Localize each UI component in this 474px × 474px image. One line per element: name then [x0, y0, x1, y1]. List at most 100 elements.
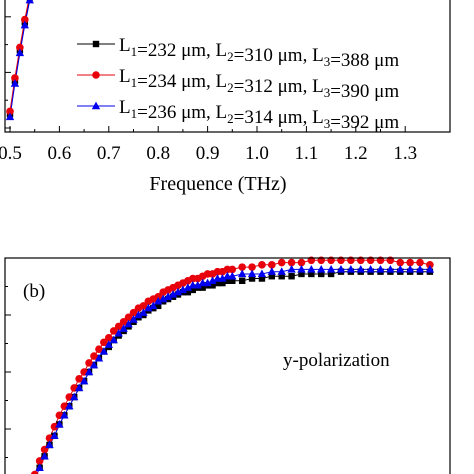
panel-b-series-3-point: [317, 265, 326, 273]
x-tick-label: 1.1: [295, 143, 319, 164]
panel-b-series-3-point: [50, 431, 59, 440]
panel-b-series-3-point: [70, 392, 79, 401]
panel-b-series-3-point: [154, 296, 163, 305]
panel-b-series-3-point: [149, 301, 158, 310]
panel-b-series-2-point: [50, 422, 59, 431]
panel-b-series-2-point: [238, 263, 246, 271]
x-tick-label: 0.5: [0, 143, 22, 164]
panel-b-series-2-point: [258, 261, 266, 269]
x-tick-label: 0.6: [48, 143, 72, 164]
panel-b-series-1-point: [278, 273, 285, 280]
panel-b-series-1-point: [199, 284, 206, 291]
panel-b-series-2-point: [139, 302, 148, 310]
panel-b-series-3-point: [336, 265, 346, 273]
panel-b-series-1-point: [209, 282, 216, 289]
panel-b-series-1-point: [308, 270, 315, 278]
panel-b-series-3-point: [35, 463, 44, 471]
panel-b-series-3-point: [405, 265, 415, 273]
panel-b-series-2-point: [297, 258, 306, 267]
legend-series-1-marker: [92, 40, 100, 48]
panel-b-series-3-point: [109, 335, 118, 344]
panel-b-series-3-point: [89, 360, 99, 369]
x-axis-label: Frequence (THz): [149, 173, 286, 195]
panel-b-series-1-point: [248, 275, 256, 282]
panel-b-series-2-point: [90, 352, 98, 360]
panel-b-series-1-point: [318, 270, 325, 278]
panel-b-series-2-point: [154, 292, 162, 301]
panel-b-series-3-point: [208, 276, 217, 284]
x-tick-label: 1.0: [245, 143, 269, 164]
panel-b-series-3-point: [45, 440, 54, 449]
panel-b-series-3-point: [257, 269, 267, 278]
panel-b-series-1-point: [268, 273, 276, 280]
panel-b-series-1-point: [214, 279, 221, 287]
panel-a-series-2-line: [9, 0, 30, 112]
panel-b-series-3-point: [124, 319, 133, 328]
panel-b-series-3-point: [55, 420, 64, 428]
panel-b-series-3-point: [168, 290, 178, 298]
panel-b-series-1-point: [219, 279, 226, 287]
panel-b-series-2-point: [287, 258, 296, 267]
panel-b-series-2-point: [124, 313, 133, 322]
panel-b-series-3-point: [60, 410, 69, 419]
panel-b-series-3-point: [104, 340, 113, 348]
panel-b-series-2-point: [268, 261, 276, 269]
panel-b-series-3-point: [376, 265, 385, 273]
panel-a-series-3-point: [15, 48, 25, 57]
panel-b-series-3-point: [193, 280, 202, 289]
panel-b-series-2-point: [45, 434, 54, 442]
x-tick-label: 0.9: [196, 143, 220, 164]
panel-a-series-2-point: [6, 107, 14, 116]
panel-b-series-3-point: [74, 383, 84, 392]
panel-a-series-2-point: [16, 43, 24, 52]
panel-b-series-2-point: [416, 258, 424, 267]
x-tick-label: 0.7: [97, 143, 121, 164]
panel-b-series-3-point: [346, 265, 356, 273]
panel-b-series-2-point: [105, 334, 113, 342]
panel-b-series-2-point: [406, 258, 414, 267]
panel-b-series-3-point: [218, 274, 227, 282]
panel-b-series-3-point: [119, 324, 128, 332]
panel-b-series-1-point: [229, 277, 236, 284]
panel-b-series-1-point: [189, 286, 196, 294]
panel-b-series-3-point: [183, 283, 193, 291]
panel-b-series-3-point: [178, 285, 188, 294]
legend-series-2-marker: [92, 71, 100, 79]
panel-a-series-3-point: [10, 79, 20, 87]
panel-b-series-2-point: [109, 327, 118, 335]
panel-b-series-3-point: [94, 353, 104, 362]
panel-b-series-3-point: [114, 328, 123, 337]
panel-b-series-3-point: [139, 308, 148, 316]
panel-b-series-3-point: [228, 271, 237, 280]
panel-b-series-2-point: [114, 322, 123, 331]
panel-b-series-3-point: [297, 265, 306, 273]
panel-b-series-3-point: [79, 376, 89, 385]
panel-b-series-2-point: [95, 345, 103, 354]
panel-b-series-3-point: [356, 265, 365, 273]
panel-b-series-3-point: [163, 292, 173, 300]
panel-a: 0.5 0.6 0.7 0.8 0.9 1.0 1.1 1.2 1.3 L1=232 μm, L…: [0, 0, 451, 195]
panel-b-series-1-point: [288, 273, 295, 280]
legend-series-2-label: L1=234 μm, L2=312 μm, L3=390 μm: [119, 66, 399, 102]
panel-b-series-3-point: [287, 265, 296, 273]
panel-a-series-3-point: [20, 20, 30, 29]
legend-series-3-label: L1=236 μm, L2=314 μm, L3=392 μm: [119, 97, 399, 133]
panel-b-series-3-point: [237, 269, 247, 278]
panel-b-series-3-point: [425, 265, 435, 273]
panel-a-series-1-line: [9, 0, 30, 115]
panel-b-series-1-point: [327, 270, 335, 278]
panel-b-series-3-point: [173, 287, 183, 296]
panel-b-series-3-point: [129, 315, 138, 323]
panel-b-series-3-point: [247, 269, 257, 278]
panel-b-series-2-point: [30, 470, 39, 474]
panel-b-series-2-point: [85, 359, 93, 367]
x-tick-label: 1.2: [344, 143, 368, 164]
panel-b-series-2-point: [248, 263, 256, 271]
panel-b-series-3-point: [396, 265, 405, 273]
panel-b-series-1-point: [224, 277, 231, 284]
panel-a-series-2-point: [11, 74, 19, 82]
panel-a-series-3-point: [25, 0, 34, 4]
panel-b-series-2-point: [228, 265, 237, 274]
